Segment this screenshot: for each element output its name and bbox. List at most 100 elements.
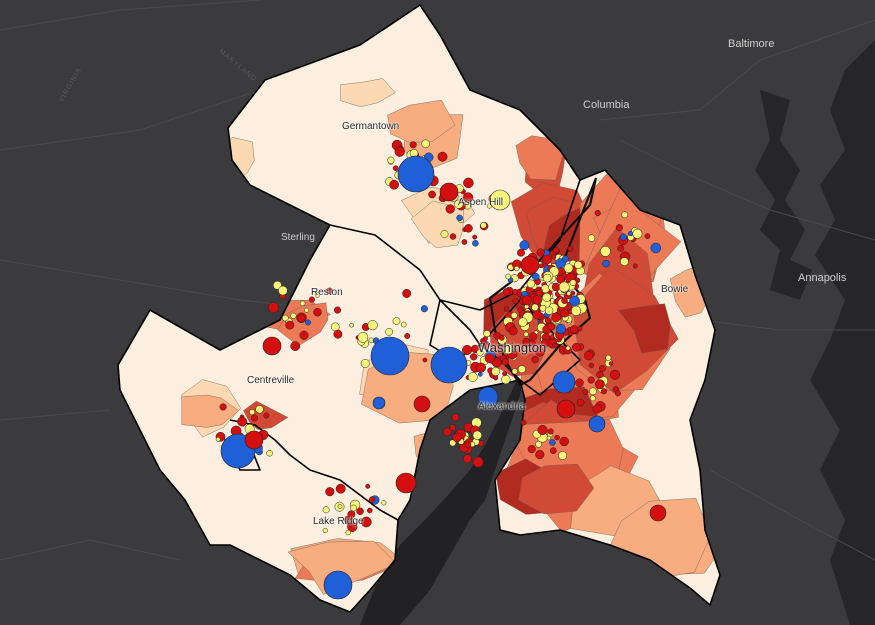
point-red xyxy=(297,314,306,323)
point-blue xyxy=(620,233,627,241)
city-label-bowie: Bowie xyxy=(661,284,689,295)
point-red xyxy=(367,507,373,514)
point-red xyxy=(422,357,428,363)
point-blue-large xyxy=(370,336,410,376)
point-red xyxy=(335,483,346,494)
census-tract xyxy=(572,265,679,394)
point-red xyxy=(313,307,322,317)
point-yellow xyxy=(255,405,264,414)
point-yellow xyxy=(511,368,518,375)
point-yellow xyxy=(542,273,552,283)
point-blue xyxy=(555,323,566,335)
point-red xyxy=(615,224,623,232)
point-yellow xyxy=(535,440,542,448)
point-red xyxy=(497,348,504,354)
point-yellow xyxy=(299,300,306,307)
point-red xyxy=(632,263,638,269)
point-yellow xyxy=(345,529,351,536)
point-yellow xyxy=(517,365,526,374)
point-red xyxy=(219,403,227,411)
point-yellow xyxy=(571,305,582,316)
point-yellow xyxy=(385,328,393,336)
point-red xyxy=(512,297,519,304)
point-yellow xyxy=(290,312,297,319)
point-yellow xyxy=(605,354,612,361)
city-label-annapolis: Annapolis xyxy=(798,272,847,284)
point-red xyxy=(552,342,558,349)
point-blue-large xyxy=(323,570,353,600)
point-yellow xyxy=(337,504,343,509)
point-red xyxy=(521,295,532,306)
point-red xyxy=(462,192,474,203)
point-red xyxy=(484,353,495,364)
point-red xyxy=(535,450,545,460)
point-red xyxy=(577,326,583,332)
point-red-large xyxy=(244,430,264,450)
point-red xyxy=(394,146,405,157)
point-yellow xyxy=(392,317,401,325)
city-label-columbia: Columbia xyxy=(583,99,630,111)
point-red xyxy=(267,302,279,314)
point-yellow xyxy=(621,211,629,219)
point-red xyxy=(567,245,574,252)
point-red-large xyxy=(395,472,417,494)
point-red xyxy=(547,428,554,435)
point-red xyxy=(531,355,539,364)
point-red xyxy=(575,378,584,388)
city-label-centreville: Centreville xyxy=(247,375,295,386)
point-red xyxy=(547,322,556,331)
point-red xyxy=(532,309,542,320)
point-red xyxy=(537,424,548,436)
point-yellow xyxy=(350,504,357,512)
point-yellow xyxy=(589,387,597,396)
point-red xyxy=(452,432,462,443)
chesapeake-bay-water xyxy=(755,40,875,625)
point-yellow xyxy=(503,343,514,355)
census-tract xyxy=(340,78,396,108)
point-red xyxy=(644,233,651,239)
point-red xyxy=(549,447,557,454)
point-blue-large xyxy=(477,386,499,408)
point-red xyxy=(299,330,309,340)
point-yellow xyxy=(546,435,552,441)
point-yellow xyxy=(349,323,354,328)
point-yellow xyxy=(558,451,568,460)
point-blue xyxy=(650,242,662,254)
point-red xyxy=(503,306,510,312)
point-red xyxy=(464,224,473,233)
point-yellow xyxy=(266,449,273,457)
point-red xyxy=(502,288,511,296)
point-red xyxy=(527,445,536,454)
point-yellow xyxy=(566,291,572,296)
point-red xyxy=(561,297,568,304)
point-red xyxy=(529,339,536,346)
census-tract xyxy=(618,303,671,354)
point-red xyxy=(333,306,342,314)
point-blue xyxy=(472,240,479,247)
point-yellow xyxy=(531,303,539,311)
point-red xyxy=(251,414,258,422)
point-red xyxy=(536,248,545,257)
point-blue-large xyxy=(552,370,576,394)
point-red xyxy=(360,516,372,528)
potomac-river xyxy=(360,378,523,625)
point-red xyxy=(594,209,601,217)
point-red xyxy=(572,342,581,352)
point-red-large xyxy=(649,504,667,522)
point-red xyxy=(594,379,605,390)
point-red xyxy=(532,295,543,305)
point-red xyxy=(464,441,472,449)
point-blue xyxy=(561,255,569,263)
point-yellow xyxy=(440,230,449,238)
point-red xyxy=(600,388,607,395)
point-yellow xyxy=(526,279,536,289)
point-yellow xyxy=(387,156,395,164)
point-red xyxy=(475,362,486,373)
point-yellow xyxy=(381,500,387,506)
point-red xyxy=(344,518,350,523)
point-red xyxy=(449,233,457,240)
city-label-alexandria: Alexandria xyxy=(478,401,526,412)
point-blue xyxy=(549,439,556,446)
point-yellow xyxy=(514,265,520,272)
